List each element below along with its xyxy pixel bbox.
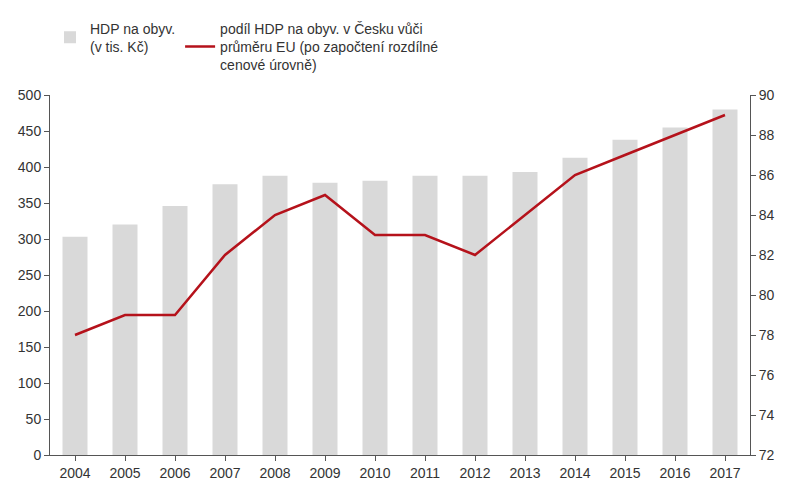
svg-text:HDP na obyv.(v tis. Kč): HDP na obyv.(v tis. Kč) xyxy=(90,21,175,55)
svg-text:450: 450 xyxy=(18,123,42,139)
svg-text:200: 200 xyxy=(18,303,42,319)
svg-text:50: 50 xyxy=(26,411,42,427)
svg-text:2017: 2017 xyxy=(709,465,740,481)
svg-text:2008: 2008 xyxy=(259,465,290,481)
svg-text:150: 150 xyxy=(18,339,42,355)
svg-text:80: 80 xyxy=(759,287,775,303)
svg-text:2006: 2006 xyxy=(159,465,190,481)
svg-text:82: 82 xyxy=(759,247,775,263)
svg-text:74: 74 xyxy=(759,407,775,423)
svg-text:250: 250 xyxy=(18,267,42,283)
svg-text:2005: 2005 xyxy=(109,465,140,481)
svg-text:76: 76 xyxy=(759,367,775,383)
svg-text:84: 84 xyxy=(759,207,775,223)
svg-text:400: 400 xyxy=(18,159,42,175)
svg-text:78: 78 xyxy=(759,327,775,343)
svg-text:500: 500 xyxy=(18,87,42,103)
svg-text:0: 0 xyxy=(33,447,41,463)
svg-text:podíl HDP na obyv. v Česku vůč: podíl HDP na obyv. v Česku vůčiprůměru E… xyxy=(220,21,438,73)
svg-text:2004: 2004 xyxy=(59,465,90,481)
svg-text:350: 350 xyxy=(18,195,42,211)
svg-text:86: 86 xyxy=(759,167,775,183)
svg-text:2015: 2015 xyxy=(609,465,640,481)
svg-text:2013: 2013 xyxy=(509,465,540,481)
svg-text:2007: 2007 xyxy=(209,465,240,481)
svg-text:72: 72 xyxy=(759,447,775,463)
svg-text:100: 100 xyxy=(18,375,42,391)
svg-text:90: 90 xyxy=(759,87,775,103)
svg-text:2012: 2012 xyxy=(459,465,490,481)
svg-text:2009: 2009 xyxy=(309,465,340,481)
svg-text:2016: 2016 xyxy=(659,465,690,481)
svg-text:2014: 2014 xyxy=(559,465,590,481)
svg-text:2011: 2011 xyxy=(410,465,440,481)
svg-text:88: 88 xyxy=(759,127,775,143)
svg-text:300: 300 xyxy=(18,231,42,247)
svg-text:2010: 2010 xyxy=(359,465,390,481)
